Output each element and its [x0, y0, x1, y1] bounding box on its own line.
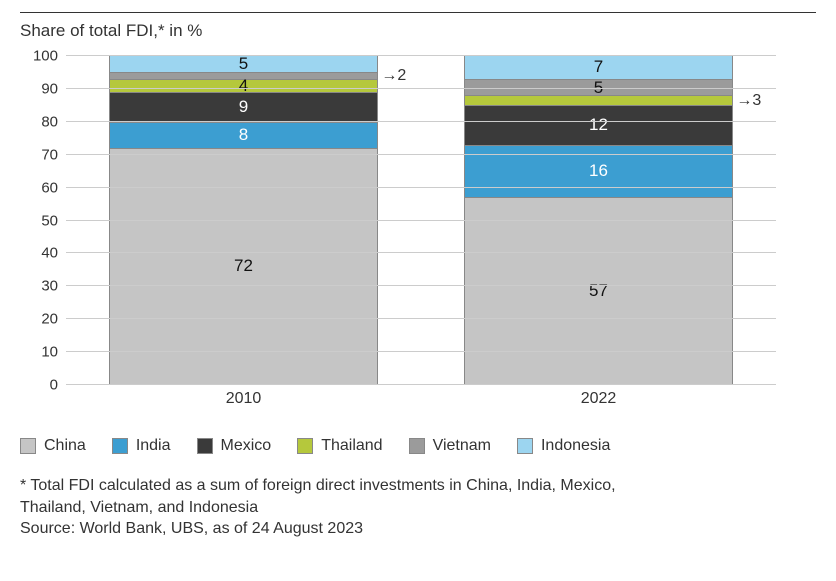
legend-swatch: [409, 438, 425, 454]
y-axis-label: 0: [50, 377, 66, 394]
y-axis-label: 30: [41, 278, 66, 295]
y-axis-label: 40: [41, 245, 66, 262]
grid-line: 40: [66, 252, 776, 253]
grid-line: 90: [66, 88, 776, 89]
footnote: * Total FDI calculated as a sum of forei…: [20, 475, 816, 540]
legend-swatch: [112, 438, 128, 454]
footnote-line1: * Total FDI calculated as a sum of forei…: [20, 475, 816, 497]
y-axis-label: 50: [41, 212, 66, 229]
legend-item-india: India: [112, 437, 171, 455]
y-axis-label: 100: [33, 48, 66, 65]
legend-label: Mexico: [221, 437, 272, 455]
grid-line: 100: [66, 55, 776, 56]
legend-item-mexico: Mexico: [197, 437, 272, 455]
segment-china: 72: [110, 148, 378, 384]
legend-item-thailand: Thailand: [297, 437, 382, 455]
y-axis-label: 70: [41, 146, 66, 163]
y-axis-label: 60: [41, 179, 66, 196]
legend-item-china: China: [20, 437, 86, 455]
x-axis-label: 2022: [581, 390, 617, 408]
grid-line: 70: [66, 154, 776, 155]
legend-label: India: [136, 437, 171, 455]
legend-swatch: [517, 438, 533, 454]
segment-india: 8: [110, 122, 378, 148]
legend: China India Mexico Thailand Vietnam Indonesia: [20, 437, 816, 455]
source-line: Source: World Bank, UBS, as of 24 August…: [20, 518, 816, 540]
segment-thailand: 4: [110, 79, 378, 92]
grid-line: 10: [66, 351, 776, 352]
segment-china: 57: [465, 197, 733, 384]
segment-thailand: →3: [465, 95, 733, 105]
y-axis-label: 80: [41, 113, 66, 130]
legend-swatch: [297, 438, 313, 454]
legend-label: Vietnam: [433, 437, 491, 455]
chart-title: Share of total FDI,* in %: [20, 21, 816, 41]
y-axis-label: 10: [41, 344, 66, 361]
grid-line: 50: [66, 220, 776, 221]
legend-item-indonesia: Indonesia: [517, 437, 610, 455]
grid-line: 80: [66, 121, 776, 122]
legend-swatch: [20, 438, 36, 454]
chart-area: 5→249872201075→31216572022 0102030405060…: [66, 55, 776, 415]
segment-indonesia: 7: [465, 56, 733, 79]
top-rule: [20, 12, 816, 13]
grid-line: 20: [66, 318, 776, 319]
grid-line: 0: [66, 384, 776, 385]
legend-label: Indonesia: [541, 437, 610, 455]
x-axis-label: 2010: [226, 390, 262, 408]
callout-label: →3: [736, 92, 761, 110]
legend-label: China: [44, 437, 86, 455]
grid-line: 30: [66, 285, 776, 286]
footnote-line2: Thailand, Vietnam, and Indonesia: [20, 497, 816, 519]
segment-india: 16: [465, 145, 733, 197]
legend-swatch: [197, 438, 213, 454]
grid-line: 60: [66, 187, 776, 188]
segment-mexico: 12: [465, 105, 733, 144]
legend-item-vietnam: Vietnam: [409, 437, 491, 455]
segment-mexico: 9: [110, 92, 378, 122]
segment-indonesia: 5: [110, 56, 378, 72]
legend-label: Thailand: [321, 437, 382, 455]
callout-label: →2: [381, 67, 406, 85]
y-axis-label: 20: [41, 311, 66, 328]
y-axis-label: 90: [41, 80, 66, 97]
plot: 5→249872201075→31216572022 0102030405060…: [66, 55, 776, 385]
